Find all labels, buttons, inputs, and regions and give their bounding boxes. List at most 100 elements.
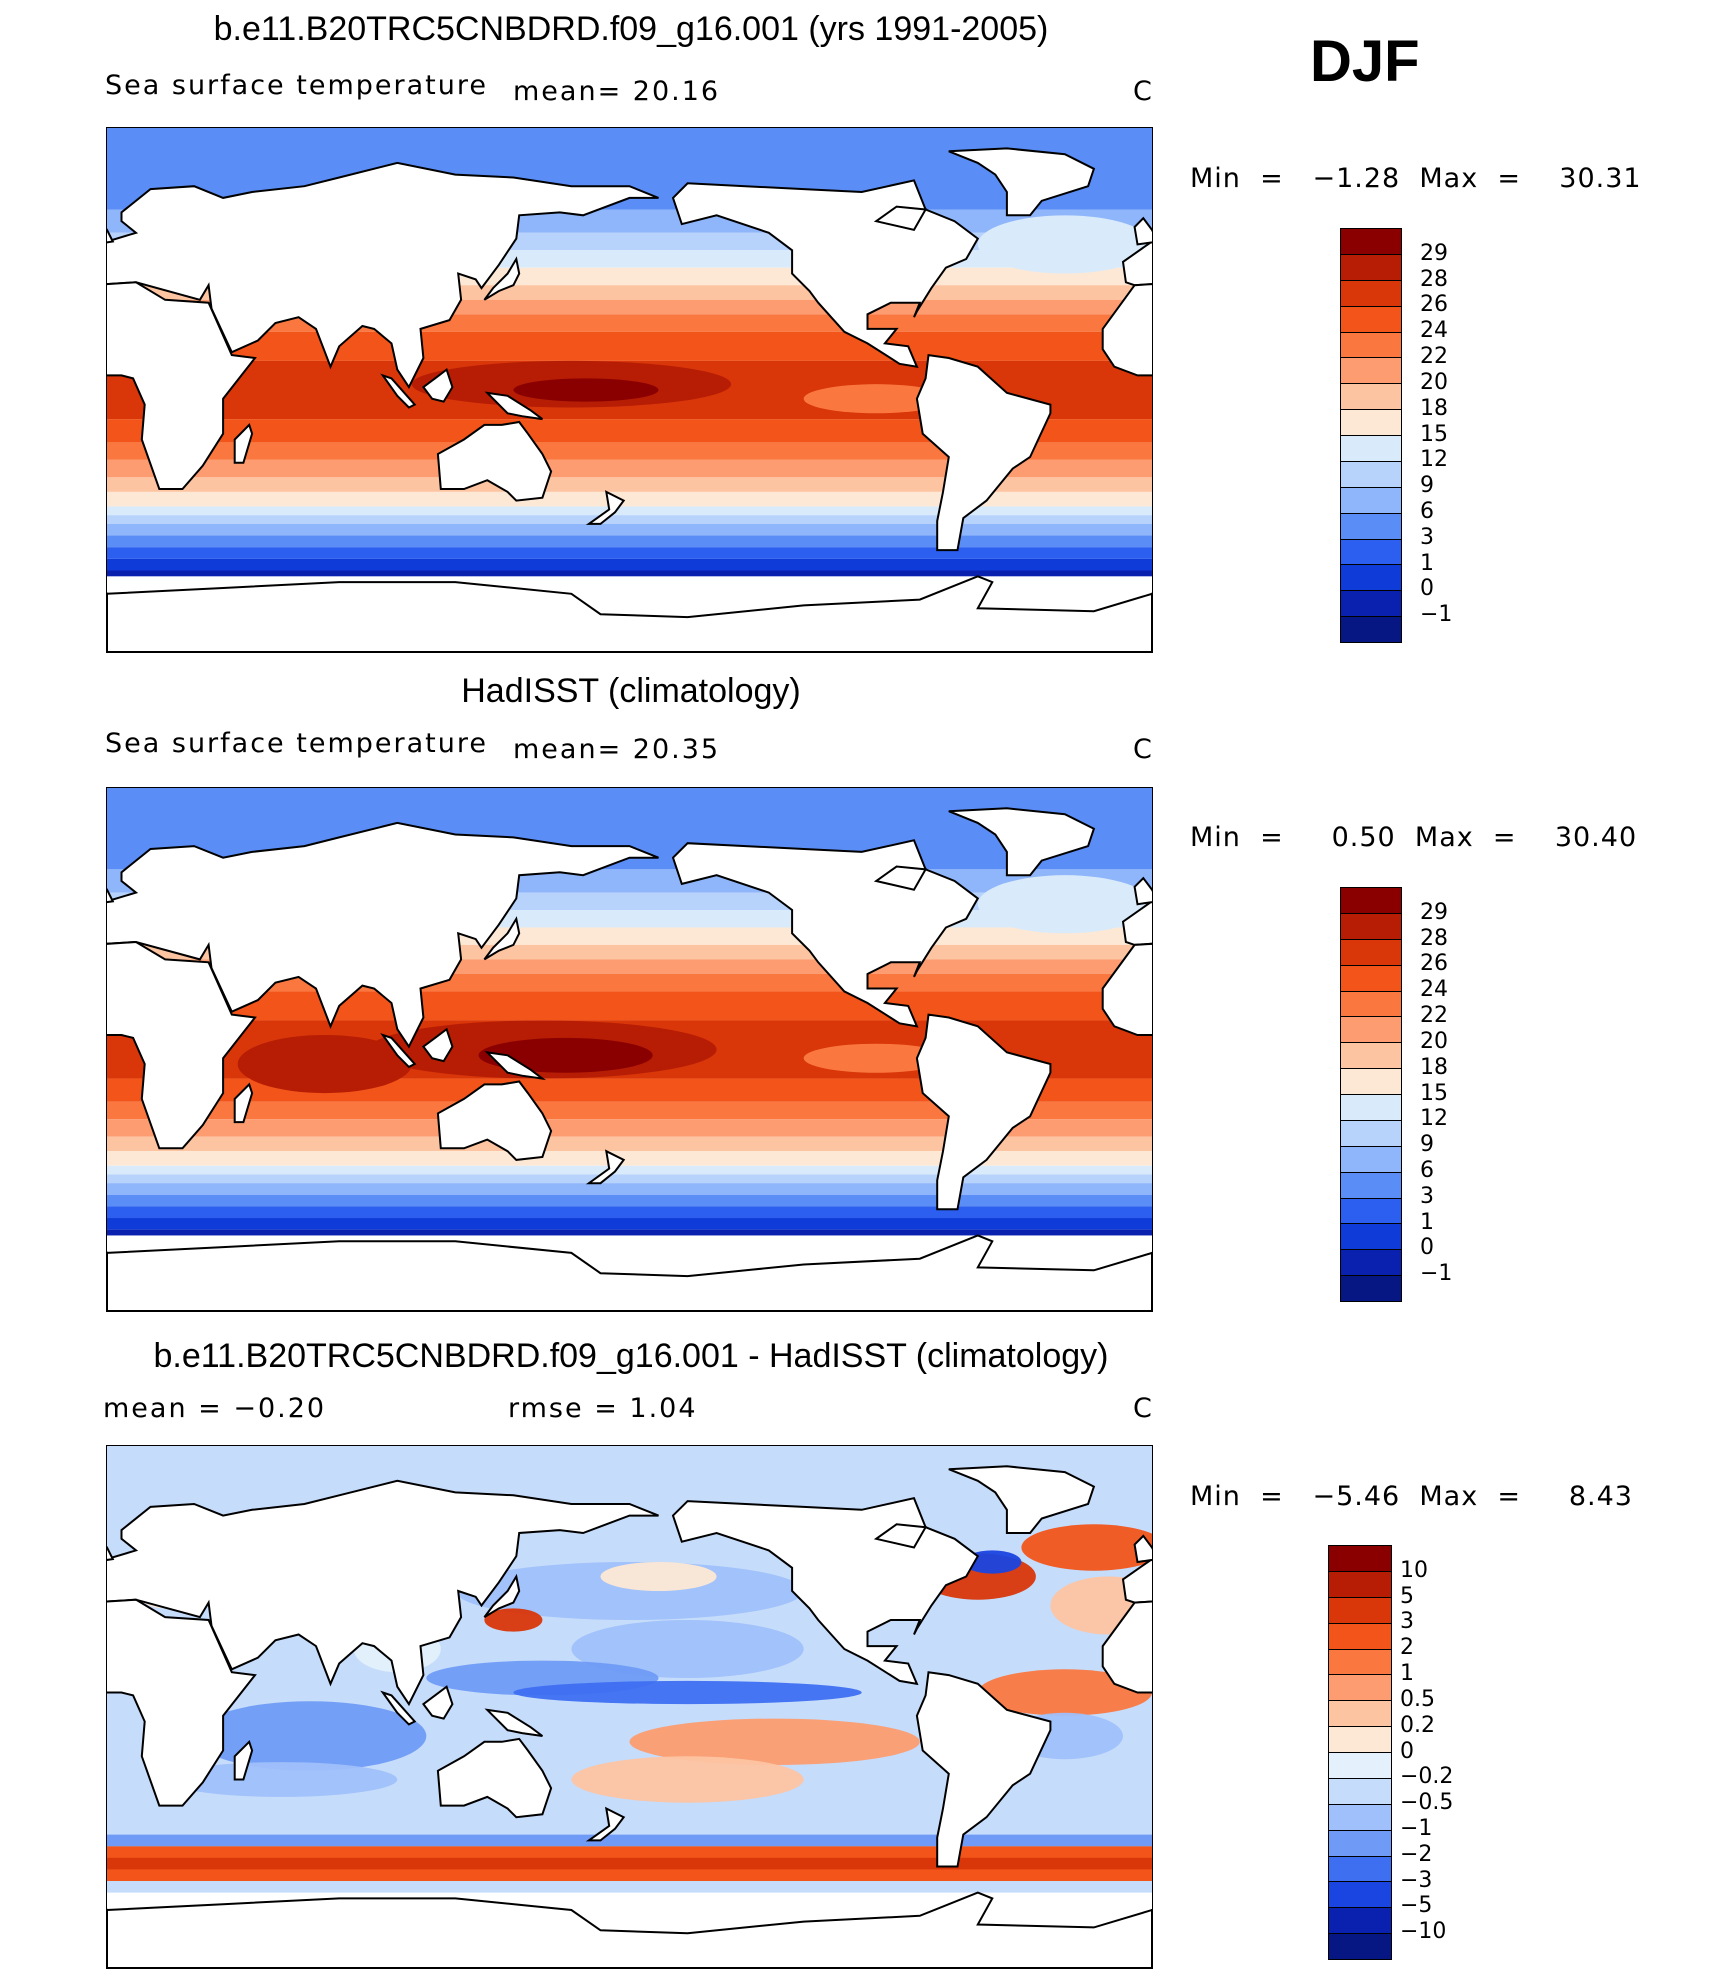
land-eurasia xyxy=(107,821,659,1049)
colorbar-tick-label: 3 xyxy=(1420,524,1434,550)
land-africa xyxy=(107,1598,257,1807)
colorbar-swatch xyxy=(1341,591,1401,618)
land-hudson xyxy=(873,205,928,232)
sst-band xyxy=(107,1165,1152,1175)
colorbar-swatch xyxy=(1341,991,1401,1018)
colorbar-tick-label: −1 xyxy=(1420,602,1453,628)
colorbar-tick-label: −0.5 xyxy=(1400,1790,1454,1816)
colorbar-tick-label: 12 xyxy=(1420,1106,1448,1132)
colorbar-tick-label: 1 xyxy=(1400,1661,1414,1687)
land-borneo xyxy=(422,1027,454,1063)
land-newguinea xyxy=(484,1050,547,1081)
southern-ocean-core xyxy=(107,1857,1152,1870)
colorbar-tick-label: 28 xyxy=(1420,925,1448,951)
colorbar-tick-label: 10 xyxy=(1400,1557,1428,1583)
diff-anomaly xyxy=(629,1718,920,1765)
panel-units-label: C xyxy=(1133,76,1154,107)
panel-title: HadISST (climatology) xyxy=(461,672,801,710)
sst-band xyxy=(107,491,1152,507)
map-svg xyxy=(107,1446,1152,1968)
colorbar-tick-label: −5 xyxy=(1400,1893,1433,1919)
colorbar-tick-label: 26 xyxy=(1420,951,1448,977)
colorbar-swatch xyxy=(1341,1095,1401,1121)
land-madagascar xyxy=(233,423,254,464)
continents xyxy=(107,1465,1152,1968)
diff-anomaly xyxy=(977,1669,1152,1716)
panel-minmax: Min = −5.46 Max = 8.43 xyxy=(1190,1481,1633,1512)
panel-mean-label: mean= 20.35 xyxy=(513,734,721,765)
diff-anomaly xyxy=(513,1680,862,1705)
panel-units-label: C xyxy=(1133,734,1154,765)
land-japan xyxy=(483,916,521,961)
panel-minmax: Min = −1.28 Max = 30.31 xyxy=(1190,163,1642,194)
colorbar-tick-label: 1 xyxy=(1420,1209,1434,1235)
land-samerica xyxy=(915,353,1052,552)
sst-band xyxy=(107,547,1152,559)
southern-ocean-cool xyxy=(107,1834,1152,1847)
colorbar-swatch xyxy=(1329,1908,1391,1935)
colorbar-swatch xyxy=(1341,1043,1401,1070)
colorbar-diff xyxy=(1328,1545,1392,1960)
land-newguinea xyxy=(484,391,543,421)
sst-band xyxy=(107,442,1152,460)
sst-band xyxy=(107,1174,1152,1184)
continents xyxy=(107,807,1152,1311)
colorbar-swatch xyxy=(1329,1623,1391,1650)
land-africa xyxy=(1101,283,1152,377)
land-antarctica xyxy=(107,1234,1152,1311)
land-greenland xyxy=(948,147,1096,217)
colorbar-swatch xyxy=(1329,1701,1391,1728)
sst-band xyxy=(107,419,1152,443)
colorbar-swatch xyxy=(1341,1017,1401,1044)
land-africa xyxy=(107,940,257,1150)
colorbar-tick-label: 2 xyxy=(1400,1635,1414,1661)
colorbar-labels: 29 28 26 24 22 20 18 15 12 9 6 3 1 0 −1 xyxy=(1420,887,1500,1300)
panel-mean-label: mean= 20.16 xyxy=(513,76,721,107)
colorbar-swatch xyxy=(1341,1224,1401,1251)
colorbar-tick-label: 22 xyxy=(1420,1003,1448,1029)
colorbar-swatch xyxy=(1329,1571,1391,1598)
sst-band xyxy=(107,1151,1152,1166)
colorbar-swatch xyxy=(1329,1546,1391,1572)
colorbar-tick-label: −3 xyxy=(1400,1867,1433,1893)
land-uk xyxy=(107,888,115,904)
panel-title: b.e11.B20TRC5CNBDRD.f09_g16.001 (yrs 199… xyxy=(213,10,1049,48)
map-panel-diff xyxy=(106,1445,1153,1969)
land-africa xyxy=(107,281,257,490)
land-borneo xyxy=(422,367,454,403)
colorbar-swatch xyxy=(1329,1675,1391,1702)
sst-band xyxy=(107,1218,1152,1230)
colorbar-tick-label: 0 xyxy=(1420,576,1434,602)
land-nz xyxy=(585,1806,626,1842)
atlantic-drift xyxy=(977,215,1152,274)
colorbar-swatch xyxy=(1341,436,1401,462)
land-hudson xyxy=(873,865,928,891)
diff-anomaly xyxy=(571,1620,804,1678)
land-uk xyxy=(107,228,115,244)
colorbar-swatch xyxy=(1341,306,1401,333)
land-samerica xyxy=(915,1013,1052,1211)
map-svg xyxy=(107,128,1152,652)
colorbar-swatch xyxy=(1341,461,1401,488)
sst-band xyxy=(107,523,1152,536)
colorbar-swatch xyxy=(1341,358,1401,385)
sst-band xyxy=(107,506,1152,516)
colorbar-swatch xyxy=(1329,1856,1391,1883)
land-africa xyxy=(1101,942,1152,1036)
colorbar-swatch xyxy=(1341,229,1401,255)
land-hudson xyxy=(873,1523,928,1549)
colorbar-tick-label: 24 xyxy=(1420,977,1448,1003)
colorbar-tick-label: 28 xyxy=(1420,266,1448,292)
land-uk xyxy=(1133,876,1152,906)
colorbar-swatch xyxy=(1341,1146,1401,1173)
panel-minmax: Min = 0.50 Max = 30.40 xyxy=(1190,822,1638,853)
land-eurasia xyxy=(107,161,659,390)
land-australia xyxy=(436,420,553,502)
land-samerica xyxy=(915,1671,1052,1868)
land-africa xyxy=(1101,1600,1152,1694)
panel-title: b.e11.B20TRC5CNBDRD.f09_g16.001 - HadISS… xyxy=(153,1337,1109,1375)
colorbar-swatch xyxy=(1341,1276,1401,1301)
colorbar-tick-label: 15 xyxy=(1420,1080,1448,1106)
colorbar-swatch xyxy=(1341,617,1401,642)
colorbar-tick-label: 15 xyxy=(1420,421,1448,447)
